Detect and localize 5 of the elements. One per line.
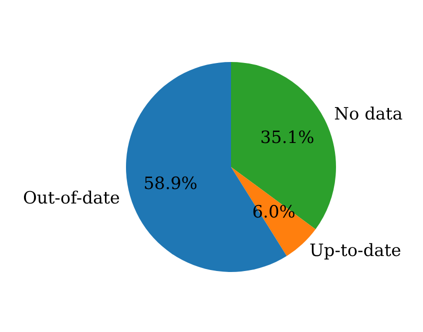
slice-label: Out-of-date	[22, 188, 120, 208]
data-label: 35.1%	[260, 128, 314, 148]
slice-label: No data	[334, 104, 403, 124]
data-label: 58.9%	[143, 174, 198, 194]
slice-label: Up-to-date	[310, 241, 402, 262]
